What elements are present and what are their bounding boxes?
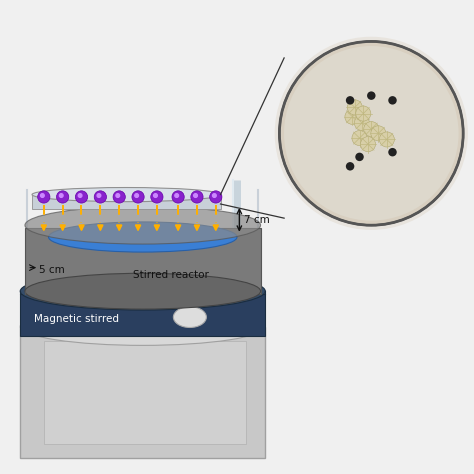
Circle shape	[175, 194, 179, 197]
Ellipse shape	[25, 206, 261, 244]
Circle shape	[135, 194, 138, 197]
Text: 5 cm: 5 cm	[39, 265, 65, 275]
Text: Stirred reactor: Stirred reactor	[133, 270, 209, 280]
Circle shape	[371, 126, 386, 141]
Ellipse shape	[25, 273, 261, 309]
Bar	[44, 341, 246, 444]
Ellipse shape	[48, 222, 237, 252]
Circle shape	[132, 191, 144, 203]
Bar	[447, 347, 474, 403]
Bar	[458, 319, 474, 369]
Bar	[32, 195, 220, 209]
Circle shape	[116, 194, 119, 197]
Circle shape	[94, 191, 107, 203]
Bar	[20, 293, 265, 336]
Circle shape	[154, 194, 157, 197]
Circle shape	[352, 130, 367, 146]
Circle shape	[367, 91, 375, 100]
Circle shape	[191, 191, 203, 203]
Circle shape	[172, 191, 184, 203]
Circle shape	[345, 109, 360, 124]
Circle shape	[356, 153, 364, 161]
Circle shape	[41, 194, 44, 197]
Circle shape	[151, 191, 163, 203]
Circle shape	[37, 191, 50, 203]
Circle shape	[212, 194, 216, 197]
Ellipse shape	[173, 307, 206, 328]
Ellipse shape	[32, 188, 220, 201]
Circle shape	[346, 162, 355, 171]
Bar	[20, 327, 265, 458]
Text: Magnetic stirred: Magnetic stirred	[35, 314, 119, 325]
Circle shape	[56, 191, 69, 203]
Ellipse shape	[20, 273, 265, 310]
Circle shape	[279, 41, 463, 225]
Circle shape	[97, 194, 101, 197]
Ellipse shape	[20, 308, 265, 346]
Circle shape	[346, 96, 355, 105]
Circle shape	[59, 194, 63, 197]
Circle shape	[78, 194, 82, 197]
Circle shape	[364, 121, 379, 137]
Circle shape	[113, 191, 125, 203]
Circle shape	[356, 106, 371, 121]
Circle shape	[275, 36, 468, 230]
Circle shape	[284, 46, 458, 220]
Circle shape	[388, 148, 397, 156]
Circle shape	[355, 116, 369, 130]
Circle shape	[360, 137, 375, 152]
Text: 7 cm: 7 cm	[244, 215, 270, 225]
Bar	[437, 319, 474, 382]
Circle shape	[388, 96, 397, 105]
Circle shape	[379, 132, 394, 147]
Circle shape	[75, 191, 88, 203]
Circle shape	[194, 194, 197, 197]
Circle shape	[347, 100, 362, 115]
Circle shape	[210, 191, 222, 203]
Bar	[25, 228, 261, 293]
